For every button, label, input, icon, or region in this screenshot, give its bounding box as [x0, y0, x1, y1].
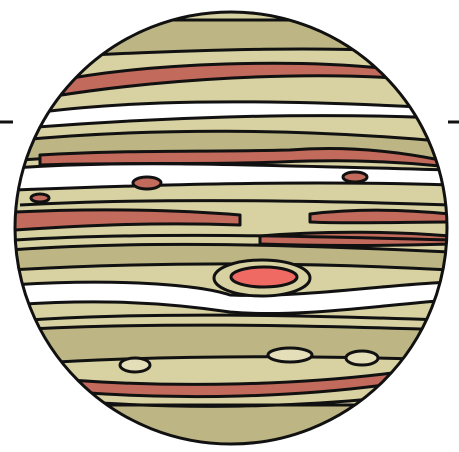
oval — [118, 356, 152, 374]
small-spot — [29, 192, 51, 204]
small-spot — [341, 170, 369, 184]
oval — [266, 346, 314, 364]
stripe-line — [29, 313, 441, 322]
red-band — [15, 208, 242, 232]
bands — [15, 18, 447, 444]
great-red-spot — [229, 265, 299, 289]
small-spot — [131, 175, 163, 191]
planet-outline — [13, 10, 449, 446]
white-band — [15, 280, 447, 316]
stripe-line — [15, 233, 447, 242]
stripe-line — [19, 198, 447, 207]
oval — [344, 349, 380, 367]
red-band — [308, 208, 447, 225]
band — [15, 242, 447, 272]
